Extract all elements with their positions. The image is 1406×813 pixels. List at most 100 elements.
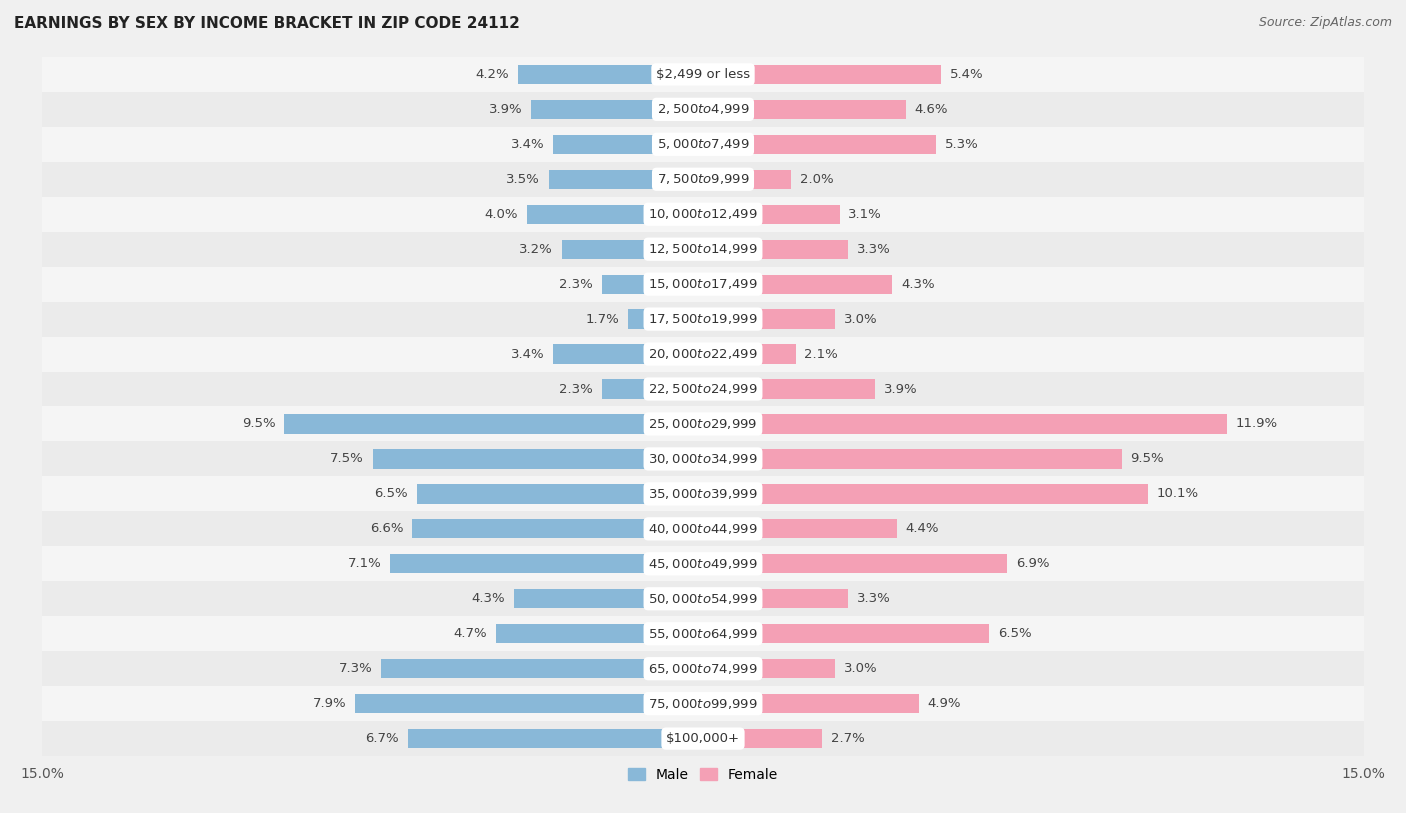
Text: 9.5%: 9.5% bbox=[242, 418, 276, 430]
Text: 3.3%: 3.3% bbox=[858, 243, 891, 255]
Bar bbox=[42, 721, 1364, 756]
Text: 6.6%: 6.6% bbox=[370, 523, 404, 535]
Bar bbox=[703, 589, 848, 608]
Text: 4.9%: 4.9% bbox=[928, 698, 962, 710]
Text: 4.3%: 4.3% bbox=[471, 593, 505, 605]
Bar bbox=[703, 659, 835, 678]
Bar bbox=[527, 205, 703, 224]
Bar bbox=[553, 135, 703, 154]
Text: 4.6%: 4.6% bbox=[914, 103, 948, 115]
Bar bbox=[703, 135, 936, 154]
Text: $75,000 to $99,999: $75,000 to $99,999 bbox=[648, 697, 758, 711]
Bar bbox=[548, 170, 703, 189]
Text: $2,500 to $4,999: $2,500 to $4,999 bbox=[657, 102, 749, 116]
Text: 7.9%: 7.9% bbox=[312, 698, 346, 710]
Text: $40,000 to $44,999: $40,000 to $44,999 bbox=[648, 522, 758, 536]
Text: 4.4%: 4.4% bbox=[905, 523, 939, 535]
Bar bbox=[703, 170, 792, 189]
Bar bbox=[42, 57, 1364, 92]
Bar bbox=[703, 240, 848, 259]
Bar bbox=[703, 520, 897, 538]
Text: 3.3%: 3.3% bbox=[858, 593, 891, 605]
Text: $22,500 to $24,999: $22,500 to $24,999 bbox=[648, 382, 758, 396]
Text: 6.7%: 6.7% bbox=[366, 733, 399, 745]
Text: $55,000 to $64,999: $55,000 to $64,999 bbox=[648, 627, 758, 641]
Text: 3.0%: 3.0% bbox=[844, 663, 877, 675]
Text: 6.5%: 6.5% bbox=[374, 488, 408, 500]
Text: 3.2%: 3.2% bbox=[519, 243, 553, 255]
Bar bbox=[42, 92, 1364, 127]
Text: 2.7%: 2.7% bbox=[831, 733, 865, 745]
Bar bbox=[703, 65, 941, 84]
Text: EARNINGS BY SEX BY INCOME BRACKET IN ZIP CODE 24112: EARNINGS BY SEX BY INCOME BRACKET IN ZIP… bbox=[14, 16, 520, 31]
Bar bbox=[703, 100, 905, 119]
Text: $12,500 to $14,999: $12,500 to $14,999 bbox=[648, 242, 758, 256]
Bar bbox=[703, 415, 1227, 433]
Text: $15,000 to $17,499: $15,000 to $17,499 bbox=[648, 277, 758, 291]
Bar bbox=[42, 651, 1364, 686]
Bar bbox=[412, 520, 703, 538]
Text: $100,000+: $100,000+ bbox=[666, 733, 740, 745]
Bar bbox=[517, 65, 703, 84]
Text: 4.7%: 4.7% bbox=[454, 628, 486, 640]
Bar bbox=[408, 729, 703, 748]
Bar bbox=[42, 232, 1364, 267]
Text: 2.1%: 2.1% bbox=[804, 348, 838, 360]
Bar bbox=[531, 100, 703, 119]
Bar bbox=[513, 589, 703, 608]
Text: $20,000 to $22,499: $20,000 to $22,499 bbox=[648, 347, 758, 361]
Text: $17,500 to $19,999: $17,500 to $19,999 bbox=[648, 312, 758, 326]
Bar bbox=[42, 686, 1364, 721]
Legend: Male, Female: Male, Female bbox=[623, 763, 783, 788]
Bar bbox=[703, 450, 1122, 468]
Bar bbox=[416, 485, 703, 503]
Bar bbox=[703, 205, 839, 224]
Text: 1.7%: 1.7% bbox=[585, 313, 619, 325]
Text: 3.9%: 3.9% bbox=[489, 103, 523, 115]
Bar bbox=[602, 275, 703, 293]
Bar bbox=[42, 581, 1364, 616]
Bar bbox=[703, 624, 990, 643]
Bar bbox=[42, 441, 1364, 476]
Bar bbox=[703, 485, 1147, 503]
Bar bbox=[496, 624, 703, 643]
Bar bbox=[703, 380, 875, 398]
Bar bbox=[42, 546, 1364, 581]
Text: 3.9%: 3.9% bbox=[883, 383, 917, 395]
Text: 5.3%: 5.3% bbox=[945, 138, 979, 150]
Bar bbox=[703, 554, 1007, 573]
Text: 4.3%: 4.3% bbox=[901, 278, 935, 290]
Text: 3.5%: 3.5% bbox=[506, 173, 540, 185]
Bar bbox=[381, 659, 703, 678]
Text: $65,000 to $74,999: $65,000 to $74,999 bbox=[648, 662, 758, 676]
Text: 2.0%: 2.0% bbox=[800, 173, 834, 185]
Bar bbox=[42, 616, 1364, 651]
Text: 4.2%: 4.2% bbox=[475, 68, 509, 80]
Bar bbox=[703, 275, 893, 293]
Bar bbox=[373, 450, 703, 468]
Bar bbox=[42, 267, 1364, 302]
Text: 2.3%: 2.3% bbox=[560, 383, 593, 395]
Text: 6.5%: 6.5% bbox=[998, 628, 1032, 640]
Text: 9.5%: 9.5% bbox=[1130, 453, 1164, 465]
Text: $30,000 to $34,999: $30,000 to $34,999 bbox=[648, 452, 758, 466]
Text: $2,499 or less: $2,499 or less bbox=[657, 68, 749, 80]
Text: 3.0%: 3.0% bbox=[844, 313, 877, 325]
Bar bbox=[703, 694, 920, 713]
Bar bbox=[42, 476, 1364, 511]
Text: $45,000 to $49,999: $45,000 to $49,999 bbox=[648, 557, 758, 571]
Text: 5.4%: 5.4% bbox=[949, 68, 983, 80]
Text: $5,000 to $7,499: $5,000 to $7,499 bbox=[657, 137, 749, 151]
Text: 6.9%: 6.9% bbox=[1015, 558, 1049, 570]
Bar bbox=[42, 197, 1364, 232]
Text: 3.1%: 3.1% bbox=[848, 208, 882, 220]
Text: $35,000 to $39,999: $35,000 to $39,999 bbox=[648, 487, 758, 501]
Bar bbox=[553, 345, 703, 363]
Text: 7.1%: 7.1% bbox=[347, 558, 381, 570]
Text: 11.9%: 11.9% bbox=[1236, 418, 1278, 430]
Bar bbox=[628, 310, 703, 328]
Text: 10.1%: 10.1% bbox=[1157, 488, 1199, 500]
Text: 3.4%: 3.4% bbox=[510, 348, 544, 360]
Bar bbox=[42, 406, 1364, 441]
Text: 7.3%: 7.3% bbox=[339, 663, 373, 675]
